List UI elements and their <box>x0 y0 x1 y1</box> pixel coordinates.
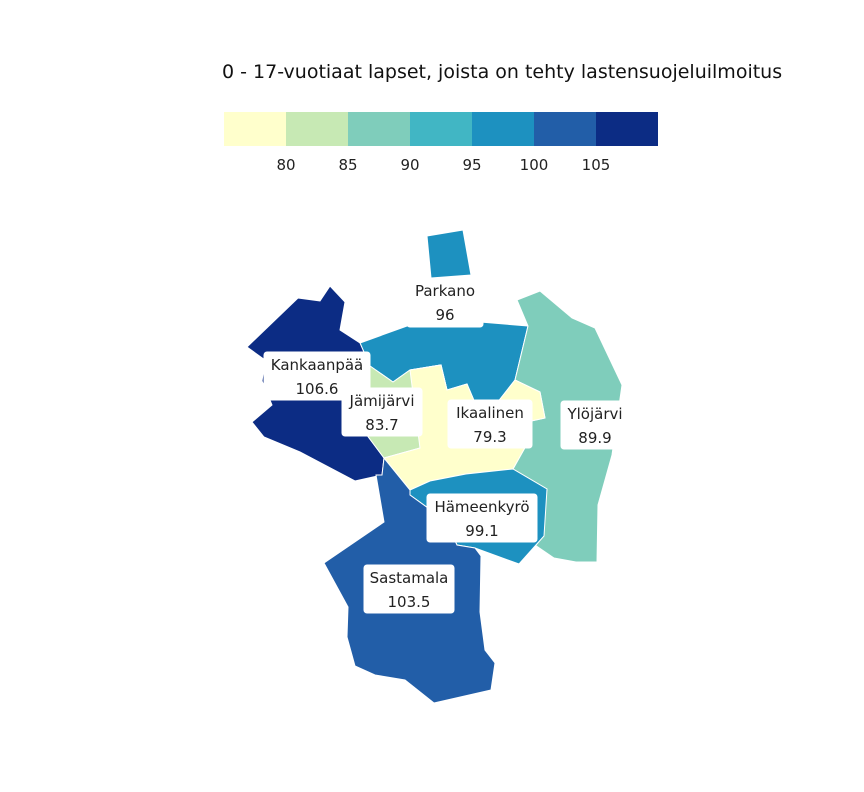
label-ikaalinen-name: Ikaalinen <box>456 404 524 422</box>
legend-tick-1: 85 <box>338 156 357 174</box>
label-jamijarvi: Jämijärvi 83.7 <box>341 387 423 437</box>
legend-tick-0: 80 <box>276 156 295 174</box>
label-sastamala: Sastamala 103.5 <box>363 564 455 614</box>
label-jamijarvi-value: 83.7 <box>365 416 398 434</box>
label-parkano-value: 96 <box>435 306 454 324</box>
label-hameenkyro: Hämeenkyrö 99.1 <box>426 493 538 543</box>
legend-swatch-4 <box>472 112 534 146</box>
label-ikaalinen: Ikaalinen 79.3 <box>447 399 533 449</box>
legend-tick-4: 100 <box>520 156 549 174</box>
label-sastamala-value: 103.5 <box>388 593 431 611</box>
label-parkano: Parkano 96 <box>406 278 484 328</box>
label-ylojarvi-name: Ylöjärvi <box>566 405 622 423</box>
label-kankaanpaa-value: 106.6 <box>296 380 339 398</box>
label-ikaalinen-value: 79.3 <box>473 428 506 446</box>
region-parkano[interactable] <box>426 229 472 279</box>
legend-tick-5: 105 <box>582 156 611 174</box>
region-labels: Parkano 96 Kankaanpää 106.6 Jämijärvi 83… <box>263 278 626 614</box>
label-hameenkyro-value: 99.1 <box>465 522 498 540</box>
label-hameenkyro-name: Hämeenkyrö <box>434 498 529 516</box>
label-kankaanpaa-name: Kankaanpää <box>271 356 364 374</box>
legend-swatch-2 <box>348 112 410 146</box>
legend-swatch-1 <box>286 112 348 146</box>
legend-swatch-3 <box>410 112 472 146</box>
label-ylojarvi: Ylöjärvi 89.9 <box>560 400 626 450</box>
legend-swatch-0 <box>224 112 286 146</box>
legend-swatch-6 <box>596 112 658 146</box>
legend-tick-3: 95 <box>462 156 481 174</box>
label-ylojarvi-value: 89.9 <box>578 429 611 447</box>
legend-swatch-5 <box>534 112 596 146</box>
label-sastamala-name: Sastamala <box>370 569 449 587</box>
label-jamijarvi-name: Jämijärvi <box>349 392 415 410</box>
legend: 80 85 90 95 100 105 <box>224 112 658 174</box>
label-parkano-name: Parkano <box>415 282 475 300</box>
map-title: 0 - 17-vuotiaat lapset, joista on tehty … <box>222 61 782 83</box>
legend-tick-2: 90 <box>400 156 419 174</box>
